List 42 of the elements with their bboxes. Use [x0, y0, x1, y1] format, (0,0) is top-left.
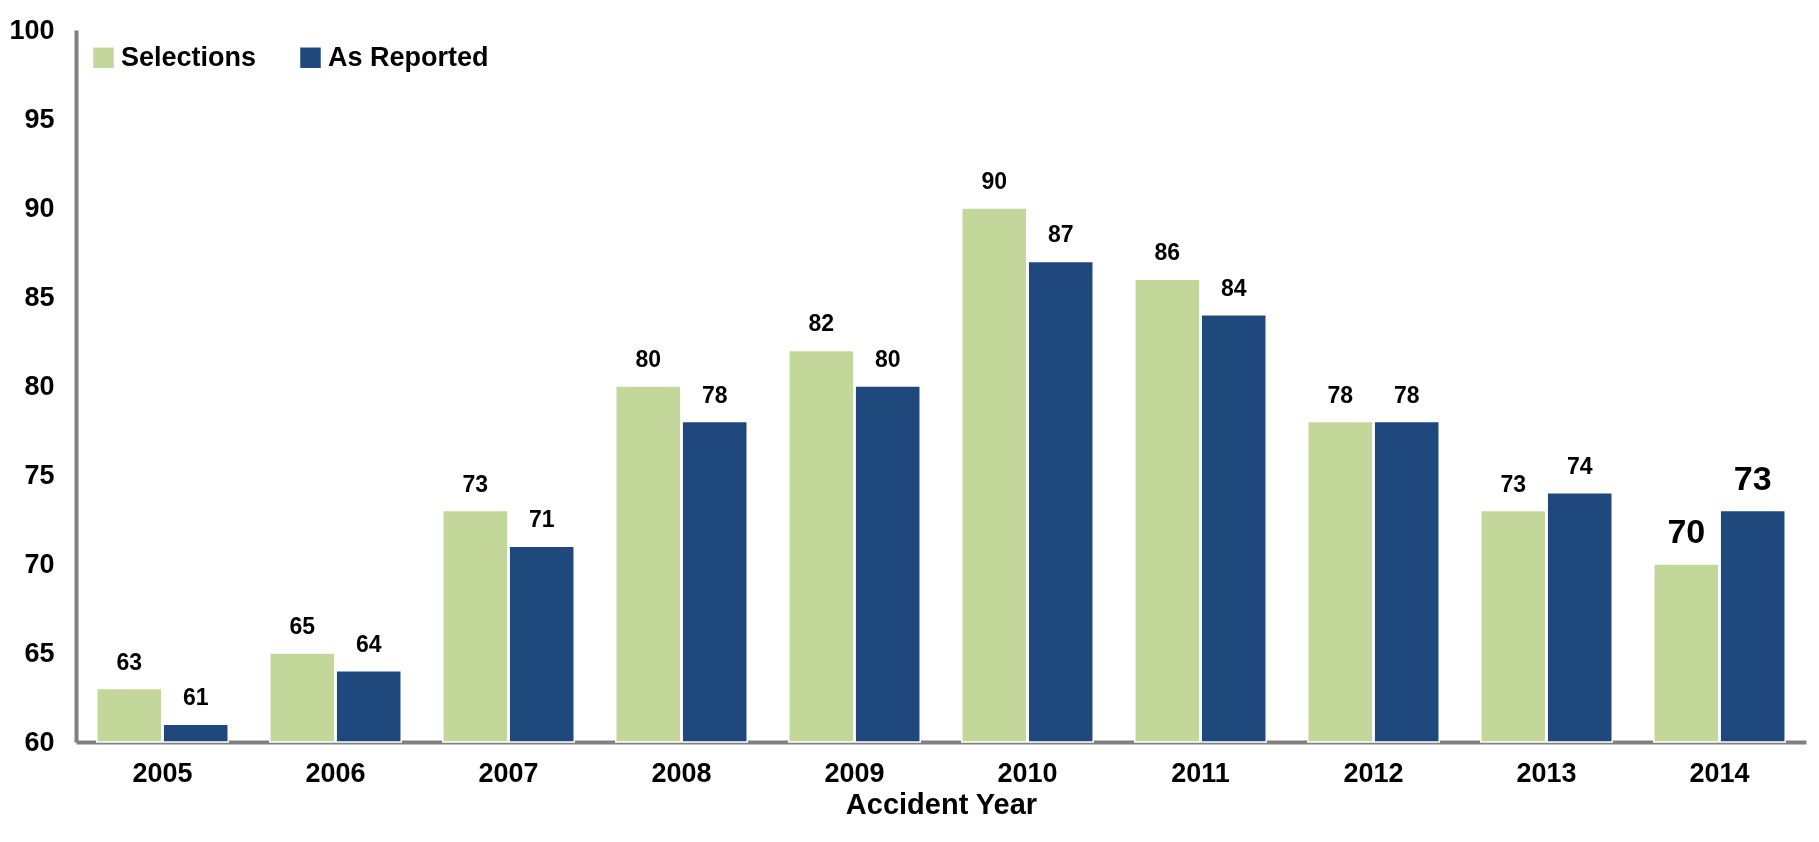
x-tick-label: 2014: [1689, 757, 1750, 788]
data-label: 73: [462, 470, 489, 497]
x-tick-label: 2012: [1343, 757, 1404, 788]
x-tick-label: 2009: [824, 757, 885, 788]
data-label: 71: [528, 506, 555, 533]
x-tick-label: 2010: [997, 757, 1058, 788]
data-label: 86: [1154, 239, 1181, 266]
data-label: 78: [701, 381, 728, 408]
data-label: 80: [635, 346, 662, 372]
data-label: 90: [981, 168, 1008, 194]
data-label: 70: [1667, 512, 1706, 550]
data-label: 64: [355, 630, 382, 657]
data-label: 80: [874, 346, 901, 372]
x-tick-label: 2006: [305, 757, 366, 788]
data-label: 61: [182, 684, 209, 711]
data-label: 87: [1047, 221, 1074, 248]
data-label: 84: [1220, 274, 1247, 301]
x-axis-title: Accident Year: [845, 787, 1038, 820]
data-label: 78: [1327, 381, 1354, 408]
x-tick-label: 2008: [651, 757, 712, 788]
y-tick-label: 80: [24, 370, 55, 401]
x-tick-label: 2005: [132, 757, 193, 788]
data-label: 78: [1393, 381, 1420, 408]
data-label: 82: [808, 310, 835, 337]
y-tick-label: 65: [24, 637, 55, 668]
legend-label: Selections: [121, 41, 257, 72]
data-label: 63: [116, 648, 143, 675]
y-tick-label: 95: [24, 103, 55, 134]
x-tick-label: 2011: [1171, 757, 1230, 788]
y-tick-label: 100: [9, 14, 55, 45]
data-label: 73: [1500, 470, 1527, 497]
y-tick-label: 90: [24, 192, 55, 223]
y-tick-label: 60: [24, 726, 55, 757]
y-tick-label: 85: [24, 281, 55, 312]
y-tick-label: 70: [24, 548, 55, 579]
data-label: 73: [1733, 458, 1772, 497]
legend-label: As Reported: [328, 41, 489, 72]
x-tick-label: 2013: [1516, 757, 1577, 788]
x-tick-label: 2007: [478, 757, 539, 788]
data-label: 74: [1566, 452, 1593, 479]
data-label: 65: [289, 613, 316, 639]
y-tick-label: 75: [24, 459, 55, 490]
